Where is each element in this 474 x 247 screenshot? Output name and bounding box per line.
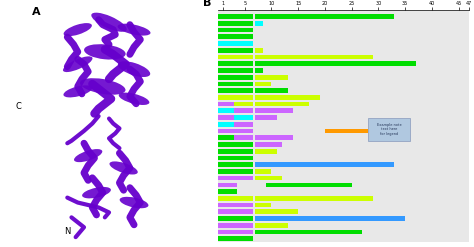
Bar [218, 142, 253, 147]
Bar [255, 169, 272, 174]
Bar [255, 55, 373, 59]
Bar [255, 142, 282, 147]
Bar [218, 156, 253, 160]
Bar [218, 129, 234, 133]
Bar [218, 196, 253, 201]
Bar [234, 102, 253, 106]
Ellipse shape [91, 13, 127, 32]
Bar [255, 75, 288, 80]
Bar [255, 48, 264, 53]
Bar [218, 115, 234, 120]
Ellipse shape [118, 24, 150, 36]
Bar [255, 176, 282, 181]
Bar [218, 203, 253, 207]
Bar [218, 55, 253, 59]
Bar [218, 236, 253, 241]
Bar [255, 223, 288, 227]
Bar [218, 28, 253, 32]
Ellipse shape [119, 197, 148, 208]
Bar [218, 41, 237, 46]
Bar [255, 14, 394, 19]
Ellipse shape [84, 44, 126, 60]
Text: B: B [203, 0, 211, 8]
Bar [255, 61, 416, 66]
Bar [218, 223, 253, 227]
Bar [255, 68, 264, 73]
Bar [255, 209, 298, 214]
Bar [218, 95, 253, 100]
Bar [218, 122, 234, 127]
Bar [218, 108, 234, 113]
Bar [255, 82, 272, 86]
Ellipse shape [64, 85, 92, 97]
Bar [218, 162, 253, 167]
Bar [218, 14, 253, 19]
Bar [255, 115, 277, 120]
Bar [218, 189, 237, 194]
Bar [218, 82, 253, 86]
Bar [255, 21, 264, 26]
Bar [218, 176, 253, 181]
Bar [218, 88, 253, 93]
Bar [237, 41, 253, 46]
Bar [234, 129, 253, 133]
Ellipse shape [82, 187, 111, 198]
Bar [218, 75, 253, 80]
Bar [325, 129, 368, 133]
Bar [234, 135, 253, 140]
FancyBboxPatch shape [368, 118, 410, 141]
Bar [218, 21, 253, 26]
Bar [255, 196, 373, 201]
Bar [218, 230, 253, 234]
Text: Example note
text here
for legend: Example note text here for legend [377, 123, 401, 136]
Bar [218, 169, 253, 174]
Ellipse shape [74, 149, 102, 162]
Bar [266, 183, 352, 187]
Ellipse shape [64, 23, 92, 36]
Text: A: A [32, 7, 40, 17]
Text: N: N [64, 227, 71, 236]
Bar [234, 122, 253, 127]
Bar [218, 209, 253, 214]
Ellipse shape [118, 93, 149, 105]
Bar [255, 230, 362, 234]
Bar [255, 203, 272, 207]
Bar [218, 216, 253, 221]
Bar [255, 108, 293, 113]
Ellipse shape [118, 61, 150, 77]
Bar [218, 48, 253, 53]
Bar [234, 108, 253, 113]
Ellipse shape [80, 78, 126, 95]
Bar [255, 88, 288, 93]
Bar [218, 34, 253, 39]
Bar [218, 149, 253, 154]
Ellipse shape [63, 56, 92, 72]
Bar [218, 102, 234, 106]
Bar [234, 115, 253, 120]
Bar [255, 216, 405, 221]
Bar [255, 149, 277, 154]
Bar [218, 135, 234, 140]
Text: C: C [16, 102, 21, 111]
Ellipse shape [109, 162, 138, 174]
Bar [255, 95, 319, 100]
Bar [218, 68, 253, 73]
Bar [218, 61, 253, 66]
Bar [255, 162, 394, 167]
Bar [218, 183, 237, 187]
Bar [255, 102, 309, 106]
Bar [255, 135, 293, 140]
